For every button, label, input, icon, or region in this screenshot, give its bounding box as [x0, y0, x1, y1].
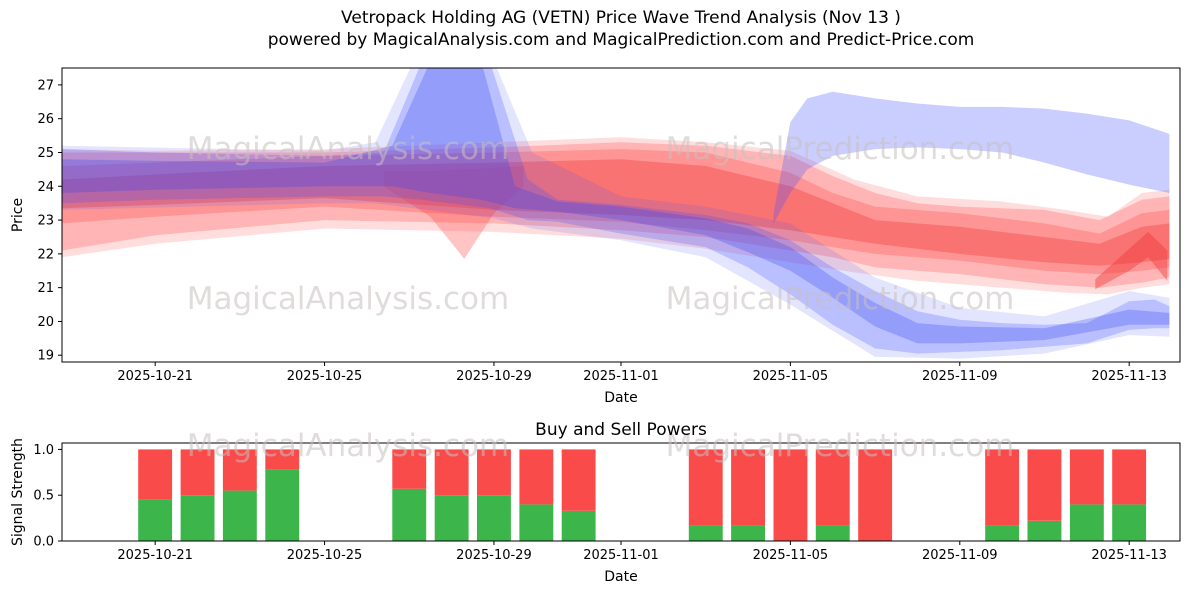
x-axis-label: Date: [604, 569, 637, 585]
sell-bar-2025-10-21: [138, 449, 173, 500]
sell-bar-2025-10-31: [561, 449, 596, 511]
sell-bar-2025-10-29: [477, 449, 511, 496]
sell-bar-2025-11-03: [688, 449, 723, 526]
sell-bar-2025-11-06: [815, 449, 850, 526]
y-tick-label: 23: [37, 214, 54, 229]
y-tick-label: 24: [37, 180, 54, 195]
y-tick-label: 1.0: [33, 443, 54, 458]
y-tick-label: 19: [37, 349, 54, 364]
sell-bar-2025-10-30: [519, 449, 554, 505]
buy-sell-powers: 2025-10-21 2025-10-25 2025-10-29 2025-11-01…: [10, 438, 1181, 585]
band-red-outer-soft: [62, 137, 1170, 295]
y-tick-label: 27: [37, 78, 54, 93]
buy-bar-2025-10-30: [519, 504, 554, 541]
buy-bar-2025-10-28: [434, 495, 469, 541]
y-axis-label: Price: [10, 198, 26, 232]
plot-background: [62, 68, 1180, 362]
x-tick-label: 2025-10-21: [117, 369, 193, 384]
x-tick-label: 2025-11-09: [922, 369, 998, 384]
x-tick-label: 2025-11-13: [1091, 548, 1167, 563]
band-blue-main: [62, 68, 1170, 354]
band-red-dip-1028: [383, 166, 524, 259]
sell-bar-2025-11-12: [1069, 449, 1104, 505]
x-tick-label: 2025-10-29: [456, 548, 532, 563]
watermark: MagicalAnalysis.com: [187, 131, 509, 167]
band-red-uptick-right: [1095, 231, 1168, 290]
y-tick-label: 20: [37, 315, 54, 330]
band-blue-high: [773, 91, 1170, 224]
sell-bar-2025-11-04: [731, 449, 765, 526]
x-tick-label: 2025-11-01: [583, 548, 659, 563]
band-red-mid: [62, 149, 1170, 275]
x-tick-label: 2025-11-01: [583, 369, 659, 384]
y-tick-label: 25: [37, 146, 54, 161]
sell-bar-2025-11-11: [1027, 449, 1062, 521]
sell-bar-2025-10-28: [434, 449, 469, 496]
buy-bar-2025-11-10: [985, 525, 1020, 541]
x-tick-label: 2025-10-29: [456, 369, 532, 384]
band-red-core: [62, 159, 1170, 266]
y-axis-label: Signal Strength: [10, 438, 26, 546]
y-tick-label: 21: [37, 281, 54, 296]
sell-bar-2025-10-24: [265, 449, 300, 470]
buy-bar-2025-10-24: [265, 469, 300, 541]
x-tick-label: 2025-10-21: [117, 548, 193, 563]
watermark: MagicalPrediction.com: [666, 131, 1015, 167]
x-axis-label: Date: [604, 390, 637, 406]
x-tick-label: 2025-11-13: [1091, 369, 1167, 384]
y-tick-label: 22: [37, 247, 54, 262]
buy-bar-2025-10-29: [477, 495, 511, 541]
x-tick-label: 2025-11-05: [753, 548, 829, 563]
x-tick-label: 2025-10-25: [287, 369, 363, 384]
watermark: MagicalPrediction.com: [666, 281, 1015, 317]
x-tick-label: 2025-10-25: [287, 548, 363, 563]
sell-bar-2025-10-22: [180, 449, 215, 496]
buy-bar-2025-10-27: [392, 488, 427, 541]
sell-bar-2025-11-07: [858, 449, 893, 541]
buy-bar-2025-11-12: [1069, 504, 1104, 541]
buy-bar-2025-10-23: [222, 490, 257, 541]
sell-bar-2025-11-13: [1112, 449, 1147, 505]
x-tick-label: 2025-11-05: [753, 369, 829, 384]
buy-bar-2025-11-03: [688, 525, 723, 541]
buy-bar-2025-10-22: [180, 495, 215, 541]
watermark: MagicalAnalysis.com: [187, 428, 509, 464]
buy-bar-2025-10-21: [138, 499, 173, 541]
y-tick-label: 0.0: [33, 535, 54, 550]
buy-bar-2025-11-13: [1112, 504, 1147, 541]
watermark: MagicalAnalysis.com: [187, 281, 509, 317]
sell-bar-2025-11-05: [773, 449, 808, 541]
price-wave-trend: 2025-10-21 2025-10-25 2025-10-29 2025-11-01…: [10, 67, 1181, 406]
sell-bar-2025-10-23: [222, 449, 257, 491]
y-tick-label: 0.5: [33, 489, 54, 504]
sell-bar-2025-11-10: [985, 449, 1020, 526]
watermark: MagicalPrediction.com: [666, 428, 1015, 464]
band-red-outer: [62, 142, 1170, 288]
y-tick-label: 26: [37, 112, 54, 127]
buy-bar-2025-11-06: [815, 525, 850, 541]
buy-bar-2025-11-11: [1027, 520, 1062, 541]
buy-bar-2025-10-31: [561, 510, 596, 541]
sell-bar-2025-10-27: [392, 449, 427, 489]
buy-bar-2025-11-04: [731, 525, 765, 541]
x-tick-label: 2025-11-09: [922, 548, 998, 563]
band-blue-outer-soft: [62, 68, 1170, 359]
